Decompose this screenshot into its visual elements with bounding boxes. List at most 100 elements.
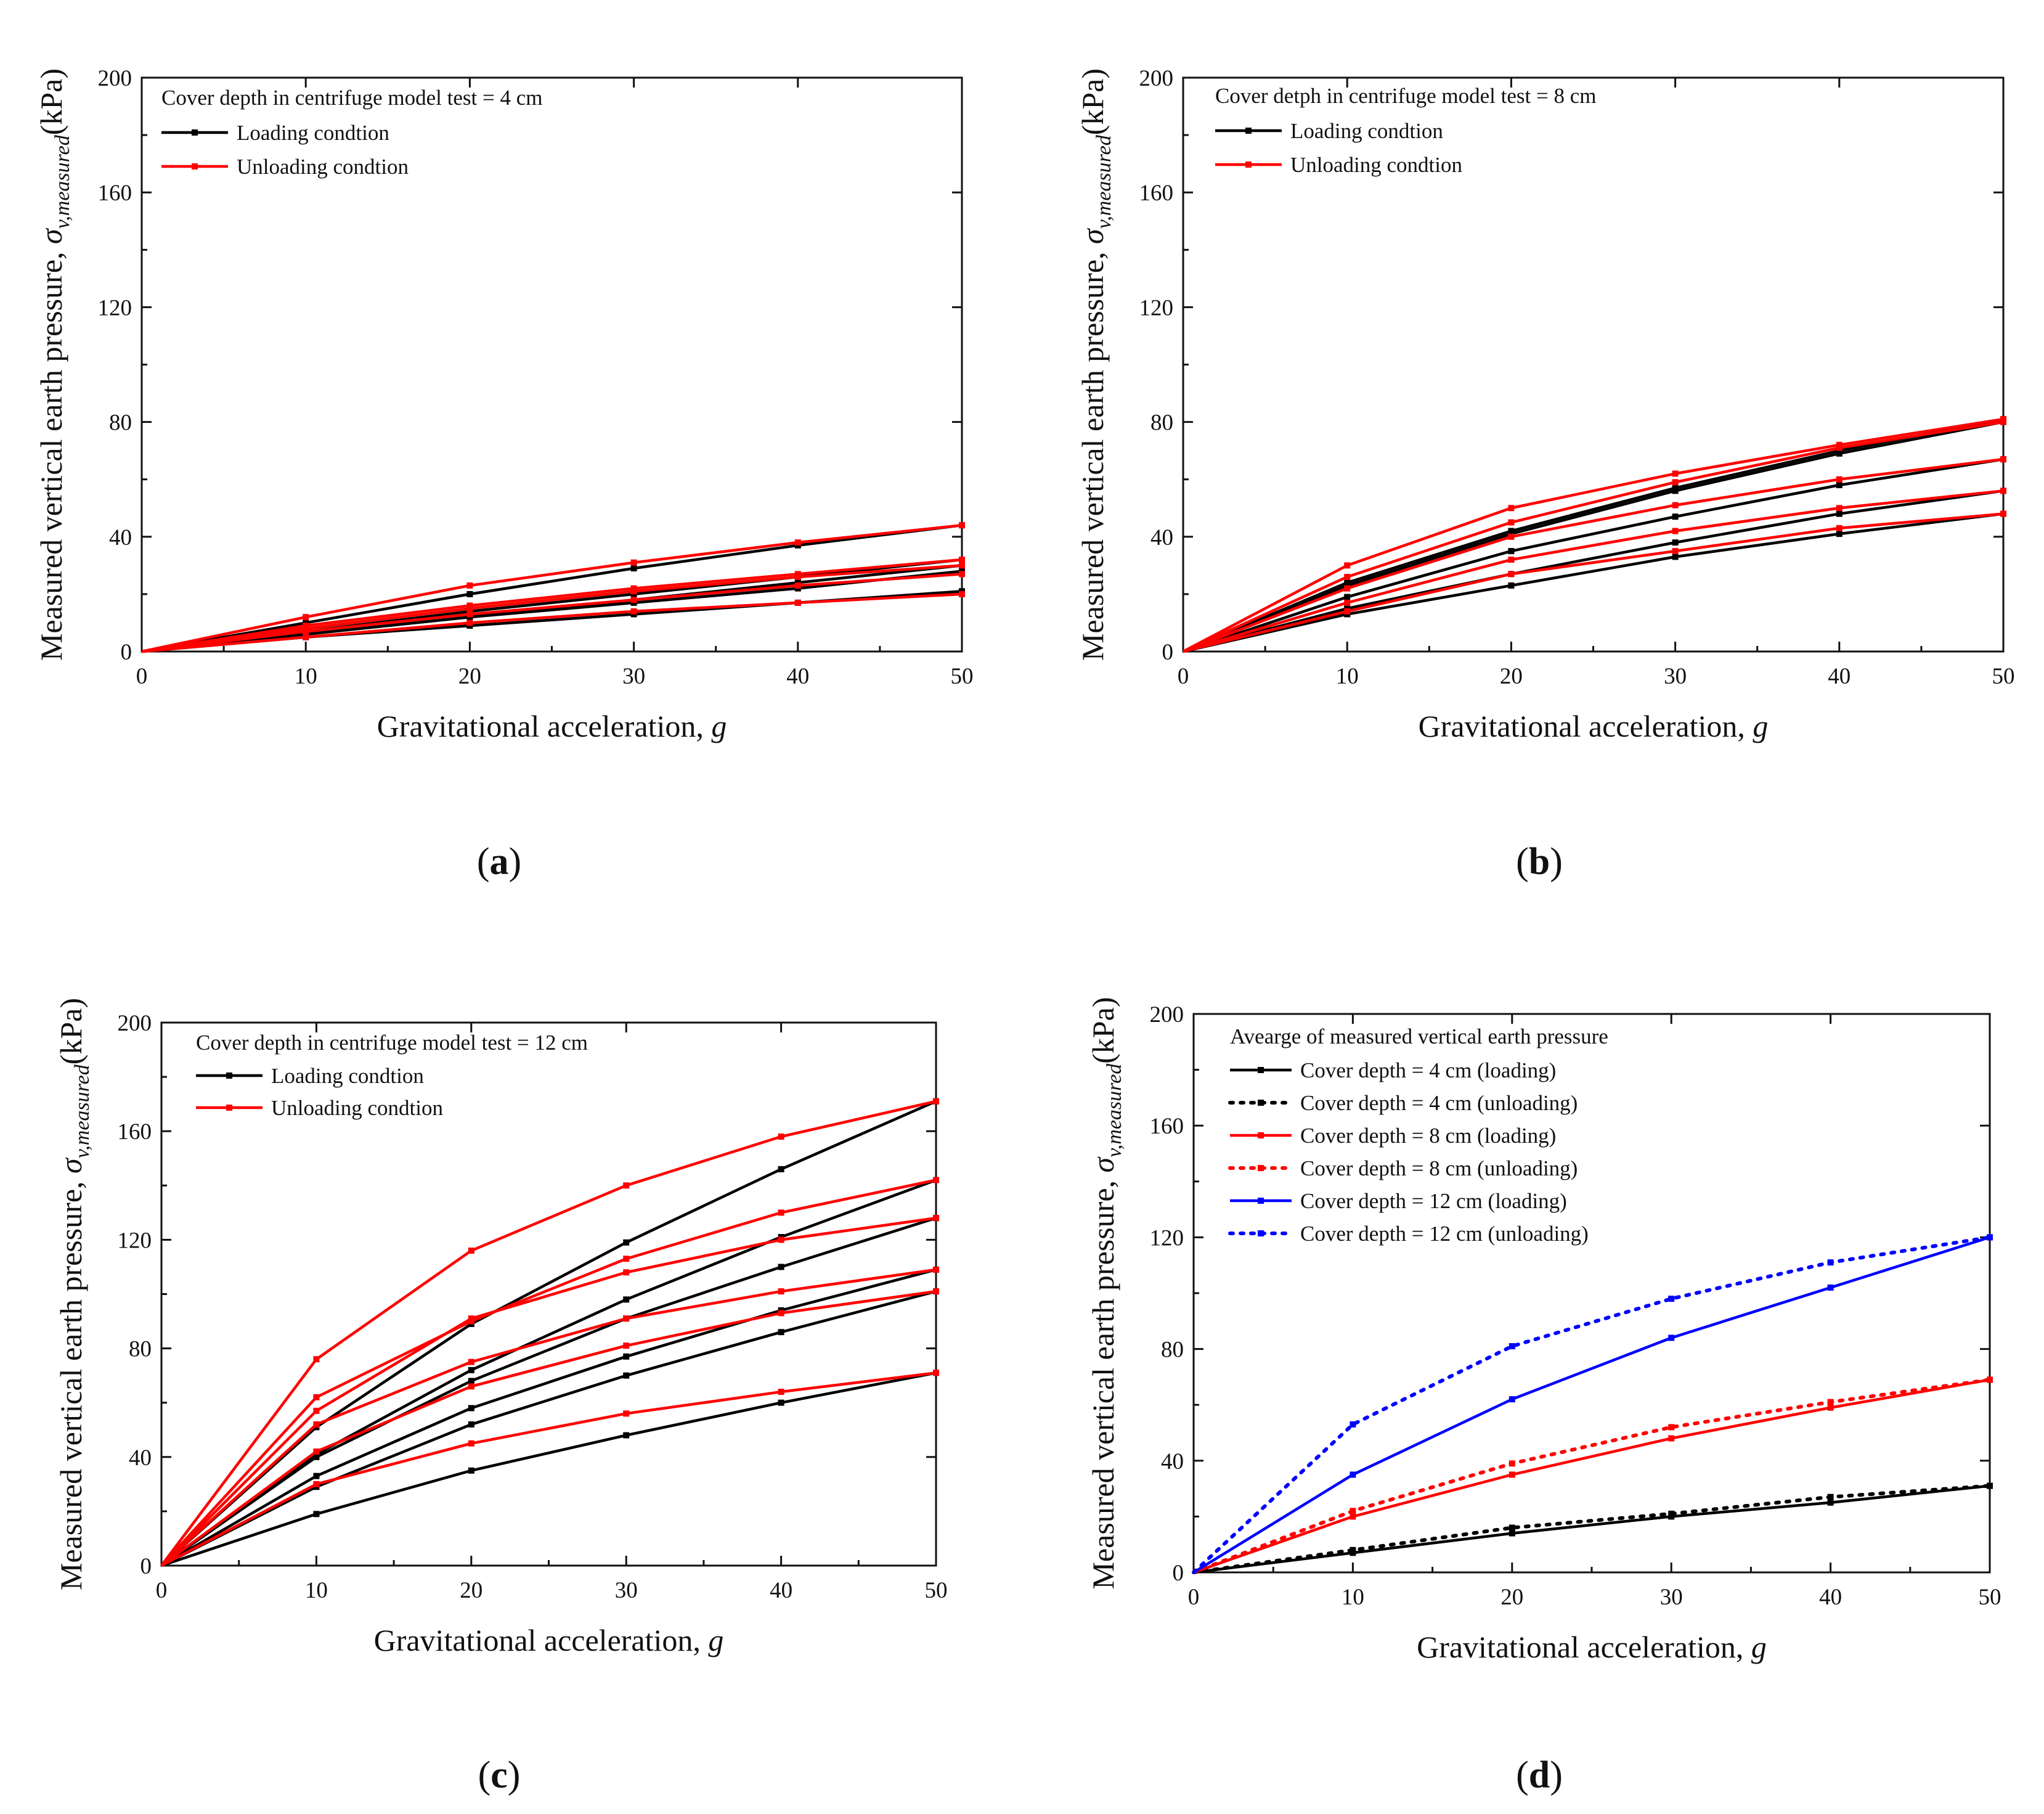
legend-marker [1258, 1067, 1264, 1073]
x-tick-label: 40 [1819, 1585, 1842, 1610]
legend-marker [226, 1105, 232, 1111]
legend-label: Cover depth = 4 cm (loading) [1300, 1058, 1556, 1082]
data-point [1668, 1296, 1675, 1302]
data-point [1508, 505, 1515, 512]
data-point [933, 1215, 939, 1222]
data-point [1350, 1471, 1356, 1478]
y-tick-label: 40 [109, 525, 132, 550]
y-tick-label: 120 [118, 1228, 152, 1253]
panel-label-open: ( [1516, 841, 1529, 883]
data-point [1672, 502, 1679, 509]
y-tick-label: 160 [1139, 181, 1174, 206]
data-point [933, 1177, 939, 1183]
y-axis-label-subscript: v,measured [71, 1064, 94, 1158]
data-point [959, 590, 965, 597]
legend-label: Loading condtion [237, 121, 389, 145]
series-line-4 [160, 1268, 937, 1567]
legend-label: Unloading condtion [271, 1096, 443, 1120]
series-line-2 [160, 1179, 937, 1567]
data-point [2000, 456, 2006, 463]
data-point [778, 1236, 784, 1243]
y-tick-label: 160 [118, 1119, 152, 1145]
series-line-6 [161, 1371, 937, 1567]
panel-label-open: ( [478, 1754, 491, 1796]
data-point [313, 1407, 320, 1414]
y-tick-label: 200 [1150, 1002, 1184, 1028]
data-point [313, 1421, 320, 1428]
data-point [1672, 470, 1679, 477]
panel-label-open: ( [477, 841, 490, 883]
data-point [1836, 525, 1842, 531]
data-point [1827, 1493, 1834, 1500]
x-tick-label: 30 [622, 664, 645, 689]
data-point [1508, 557, 1515, 563]
data-point [623, 1353, 630, 1360]
x-tick-label: 30 [615, 1578, 638, 1603]
data-point [1509, 1343, 1515, 1350]
x-axis-label-var: g [1751, 1630, 1767, 1664]
data-point [1827, 1499, 1834, 1506]
data-point [468, 1248, 474, 1254]
data-point [630, 565, 637, 572]
data-point [1509, 1471, 1515, 1478]
x-axis-label: Gravitational acceleration, g [1417, 1630, 1767, 1664]
y-tick-label: 160 [98, 181, 132, 206]
y-axis-label-unit: (kPa) [1075, 68, 1110, 135]
data-point [623, 1296, 630, 1303]
data-point [778, 1310, 784, 1317]
x-tick-label: 10 [1342, 1585, 1364, 1610]
data-point [778, 1288, 784, 1295]
data-point [468, 1383, 474, 1390]
data-point [1509, 1396, 1515, 1403]
data-point [468, 1367, 474, 1373]
y-axis-label-unit: (kPa) [1086, 997, 1120, 1063]
x-axis-label: Gravitational acceleration, g [374, 1623, 724, 1657]
data-point [1668, 1510, 1675, 1517]
data-point [794, 573, 801, 580]
data-point [623, 1269, 630, 1276]
y-axis-label-subscript: v,measured [51, 134, 74, 229]
legend-label: Cover depth = 4 cm (unloading) [1300, 1091, 1578, 1115]
x-tick-label: 50 [951, 664, 974, 689]
legend-marker [1245, 161, 1252, 168]
series-line-10 [1183, 512, 2004, 653]
x-tick-label: 20 [1500, 1585, 1523, 1610]
y-axis-label-subscript: v,measured [1103, 1063, 1126, 1158]
data-point [313, 1481, 320, 1487]
y-tick-label: 80 [129, 1337, 152, 1362]
panel-label: (d) [1516, 1754, 1563, 1796]
data-point [933, 1098, 939, 1105]
series-line-7 [160, 1100, 937, 1567]
panel-label: (a) [477, 841, 521, 883]
data-point [794, 599, 801, 606]
x-axis-label-var: g [708, 1623, 723, 1657]
series-line-4 [1183, 489, 2004, 653]
data-point [468, 1440, 474, 1447]
x-tick-label: 10 [295, 664, 317, 689]
y-axis-label-text: Measured vertical earth pressure, [54, 1174, 88, 1590]
x-axis-label-text: Gravitational acceleration, [377, 709, 712, 743]
series-line-9 [1183, 489, 2004, 653]
x-tick-label: 30 [1664, 664, 1687, 689]
data-point [1836, 450, 1842, 457]
x-tick-label: 0 [156, 1578, 168, 1603]
data-point [623, 1342, 630, 1349]
y-axis-label-text: Measured vertical earth pressure, [1075, 244, 1110, 661]
series-line-8 [160, 1179, 937, 1567]
y-axis-label: Measured vertical earth pressure, σv,mea… [1086, 997, 1126, 1589]
data-point [778, 1264, 784, 1270]
data-point [468, 1405, 474, 1412]
panel-label-close: ) [1550, 1754, 1563, 1796]
y-tick-label: 200 [98, 66, 132, 91]
y-axis-label-symbol: σ [1075, 227, 1110, 244]
data-point [313, 1511, 320, 1518]
series-line-11 [160, 1289, 937, 1567]
x-axis-label-text: Gravitational acceleration, [374, 1623, 709, 1657]
data-point [1827, 1259, 1834, 1266]
x-tick-label: 20 [458, 664, 481, 689]
legend-label: Loading condtion [1290, 119, 1443, 143]
data-point [2000, 510, 2006, 517]
legend-marker [192, 129, 198, 136]
y-tick-label: 160 [1150, 1114, 1184, 1139]
series-line-4 [141, 570, 963, 653]
